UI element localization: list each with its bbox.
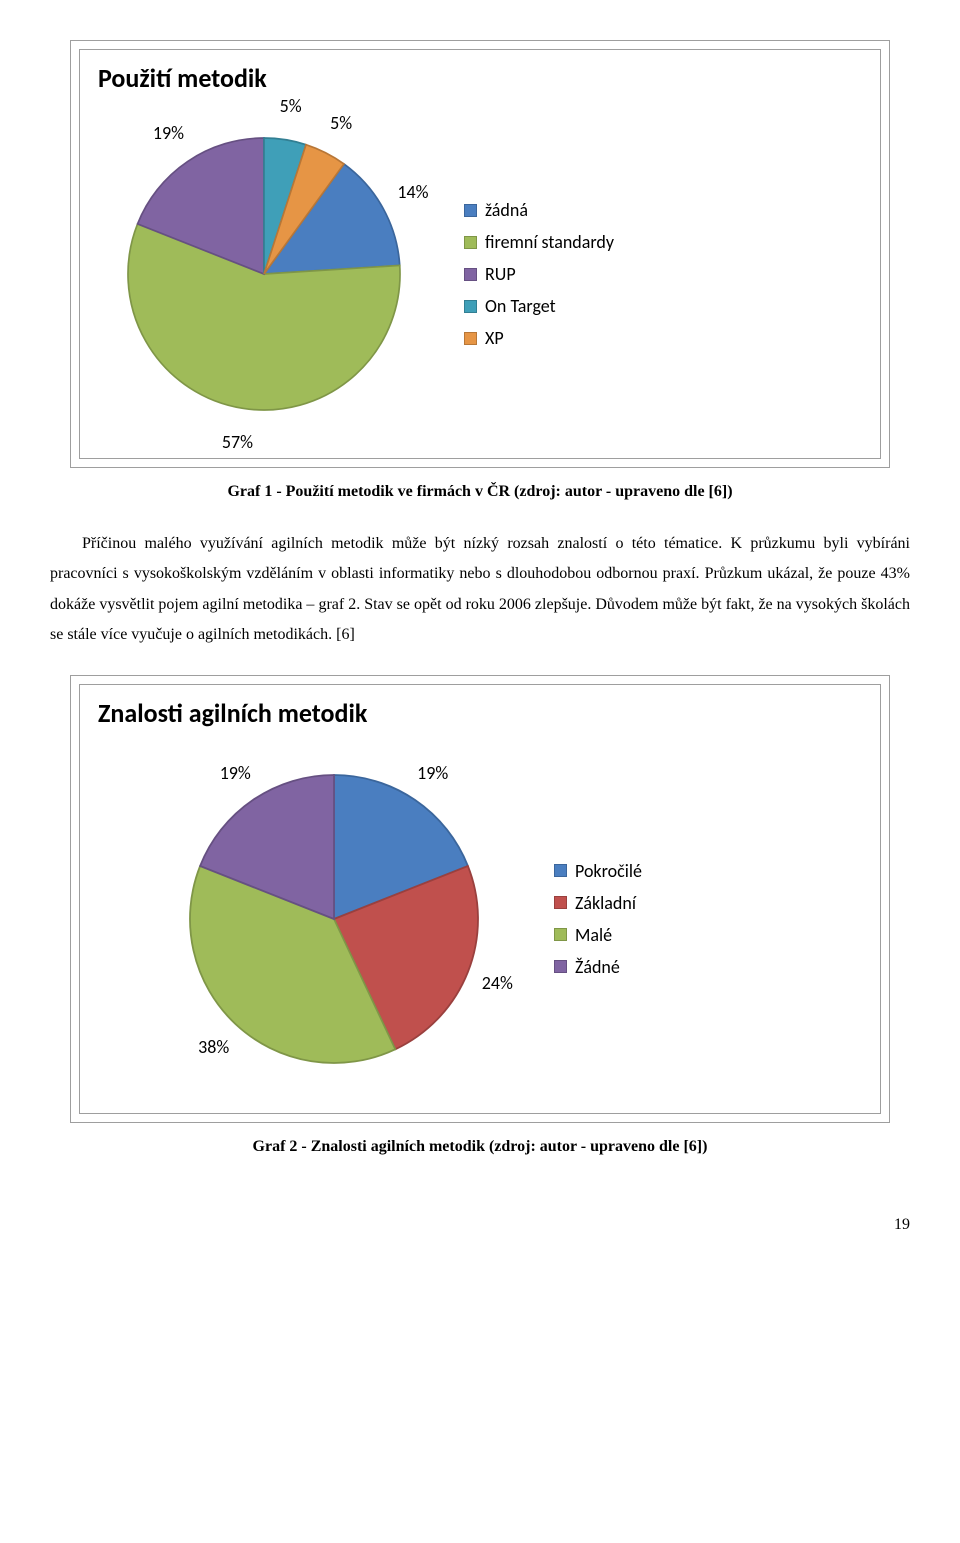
legend-label: žádná: [485, 199, 528, 221]
slice-percent-label: 5%: [330, 112, 352, 134]
legend-item: Žádné: [554, 956, 642, 978]
chart1-legend: žádná firemní standardy RUP On Target XP: [464, 199, 614, 349]
chart2-pie: 19% 24% 38% 19%: [154, 739, 514, 1099]
legend-item: Malé: [554, 924, 642, 946]
legend-label: On Target: [485, 295, 556, 317]
legend-item: XP: [464, 327, 614, 349]
chart2-title: Znalosti agilních metodik: [98, 697, 866, 729]
page-number: 19: [50, 1216, 910, 1234]
chart2-container: Znalosti agilních metodik 19% 24% 38% 19% P…: [70, 675, 890, 1123]
chart2-legend: Pokročilé Základní Malé Žádné: [554, 860, 642, 978]
legend-item: žádná: [464, 199, 614, 221]
chart1-title: Použití metodik: [98, 62, 866, 94]
legend-label: XP: [485, 327, 504, 349]
legend-swatch: [554, 896, 567, 909]
legend-label: firemní standardy: [485, 231, 614, 253]
slice-percent-label: 14%: [397, 181, 428, 203]
slice-percent-label: 57%: [222, 431, 253, 453]
slice-percent-label: 19%: [417, 762, 448, 784]
legend-label: Malé: [575, 924, 612, 946]
slice-percent-label: 5%: [280, 95, 302, 117]
legend-label: RUP: [485, 263, 516, 285]
chart1-plot-area: Použití metodik 14% 57% 19% 5% 5% žádná firem…: [79, 49, 881, 459]
slice-percent-label: 24%: [482, 972, 513, 994]
legend-swatch: [554, 960, 567, 973]
legend-swatch: [464, 332, 477, 345]
chart1-body: 14%57%19%5%5% žádnáfiremní standardyRUPO…: [94, 104, 866, 444]
slice-percent-label: 19%: [220, 762, 251, 784]
legend-label: Pokročilé: [575, 860, 642, 882]
legend-item: RUP: [464, 263, 614, 285]
slice-percent-label: 19%: [153, 122, 184, 144]
legend-swatch: [554, 928, 567, 941]
chart1-container: Použití metodik 14% 57% 19% 5% 5% žádná firem…: [70, 40, 890, 468]
legend-swatch: [554, 864, 567, 877]
legend-swatch: [464, 204, 477, 217]
chart1-pie: 14%57%19%5%5%: [94, 104, 434, 444]
chart2-caption: Graf 2 - Znalosti agilních metodik (zdro…: [50, 1138, 910, 1156]
chart2-plot-area: Znalosti agilních metodik 19% 24% 38% 19% P…: [79, 684, 881, 1114]
legend-item: firemní standardy: [464, 231, 614, 253]
chart1-caption: Graf 1 - Použití metodik ve firmách v ČR…: [50, 483, 910, 501]
chart2-body: 19% 24% 38% 19% Pokročilé Základní Malé Žádné: [94, 739, 866, 1099]
legend-item: On Target: [464, 295, 614, 317]
legend-swatch: [464, 268, 477, 281]
legend-item: Základní: [554, 892, 642, 914]
slice-percent-label: 38%: [198, 1036, 229, 1058]
legend-item: Pokročilé: [554, 860, 642, 882]
body-paragraph: Příčinou malého využívání agilních metod…: [50, 529, 910, 651]
legend-label: Žádné: [575, 956, 620, 978]
legend-label: Základní: [575, 892, 636, 914]
legend-swatch: [464, 236, 477, 249]
legend-swatch: [464, 300, 477, 313]
